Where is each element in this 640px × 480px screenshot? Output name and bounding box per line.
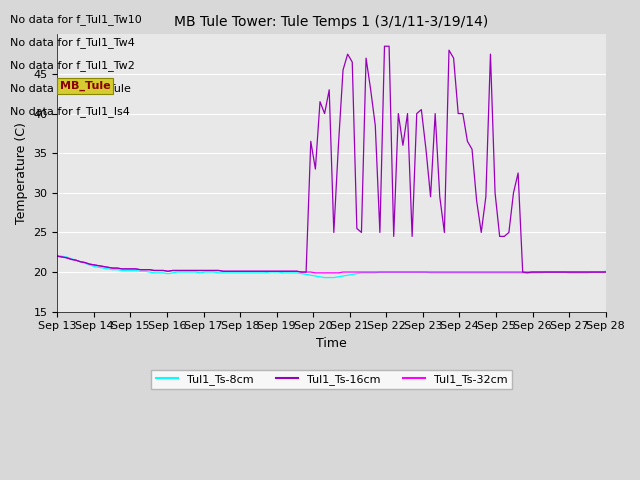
Text: MB_Tule: MB_Tule — [60, 81, 110, 91]
Title: MB Tule Tower: Tule Temps 1 (3/1/11-3/19/14): MB Tule Tower: Tule Temps 1 (3/1/11-3/19… — [174, 15, 488, 29]
Text: No data for f_Tul1_Tw2: No data for f_Tul1_Tw2 — [10, 60, 134, 71]
Y-axis label: Temperature (C): Temperature (C) — [15, 122, 28, 224]
Text: No data for f_Tul1_Tw10: No data for f_Tul1_Tw10 — [10, 13, 141, 24]
X-axis label: Time: Time — [316, 337, 347, 350]
Text: No data for f_Tul1_Tw4: No data for f_Tul1_Tw4 — [10, 36, 134, 48]
Legend: Tul1_Ts-8cm, Tul1_Ts-16cm, Tul1_Ts-32cm: Tul1_Ts-8cm, Tul1_Ts-16cm, Tul1_Ts-32cm — [151, 370, 512, 389]
Text: No data for f_Tul1_Is4: No data for f_Tul1_Is4 — [10, 106, 129, 117]
Text: No data for f_MB_Tule: No data for f_MB_Tule — [10, 83, 131, 94]
